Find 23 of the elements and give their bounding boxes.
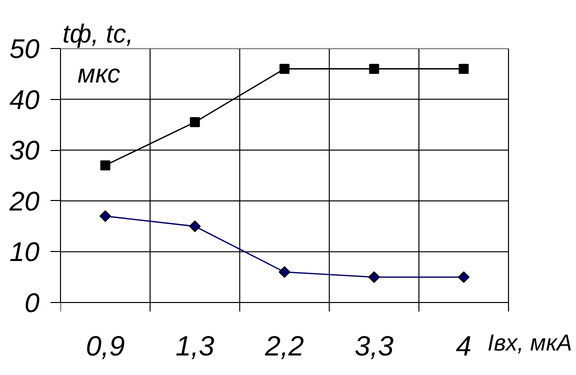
- point: [189, 220, 201, 232]
- point: [368, 271, 380, 283]
- point: [100, 160, 110, 170]
- x-tick-label: 0,9: [86, 330, 125, 362]
- x-axis-title: Iвх, мкА: [488, 330, 572, 356]
- y-tick-label: 30: [9, 136, 40, 166]
- point: [280, 64, 290, 74]
- point: [369, 64, 380, 74]
- x-tick-label: 1,3: [175, 330, 215, 362]
- x-tick-label: 3,3: [354, 330, 394, 362]
- point: [278, 266, 290, 278]
- x-tick-label: 4: [456, 330, 472, 362]
- y-tick-label: 40: [9, 84, 40, 115]
- y-tick-label: 0: [24, 288, 40, 318]
- point: [458, 271, 470, 283]
- y-tick-label: 50: [9, 34, 40, 64]
- x-tick-label: 2,2: [264, 330, 304, 362]
- y-axis-title: tф, tс, мкс: [62, 18, 134, 88]
- point: [190, 117, 200, 128]
- y-tick-label: 10: [9, 237, 40, 268]
- point: [458, 64, 469, 74]
- point: [99, 210, 112, 222]
- y-tick-label: 20: [8, 186, 40, 216]
